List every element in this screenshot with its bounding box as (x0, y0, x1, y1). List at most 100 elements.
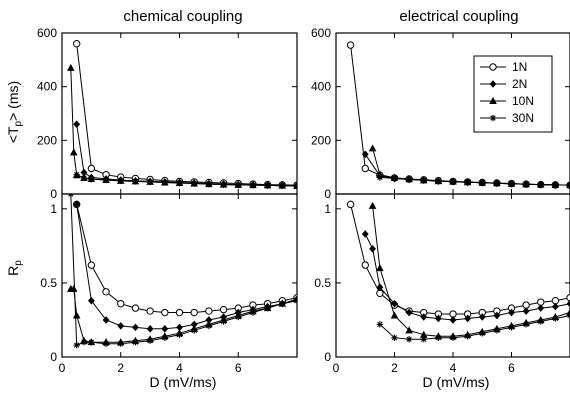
data-point-2n (420, 313, 428, 321)
data-point-1n (87, 164, 96, 173)
legend-marker-30n (489, 114, 497, 122)
legend-marker-2n (489, 80, 497, 88)
data-point-1n (72, 40, 81, 48)
data-point-2n (146, 325, 154, 333)
data-point-2n (132, 323, 139, 332)
data-point-30n (435, 177, 442, 185)
data-point-30n (391, 334, 398, 341)
data-point-30n (80, 174, 88, 182)
data-point-30n (493, 327, 501, 334)
x-tick-label: 0 (333, 361, 340, 375)
data-point-30n (88, 338, 95, 346)
series-line-1n (76, 204, 297, 313)
y-tick-label: 0 (50, 187, 57, 201)
data-point-30n (176, 179, 183, 187)
data-point-30n (293, 297, 297, 304)
data-point-30n (435, 334, 442, 341)
legend-marker-1n (489, 63, 497, 71)
data-point-2n (205, 316, 213, 324)
legend: 1N 2N 10N 30N (473, 55, 553, 133)
data-point-10n (69, 284, 78, 292)
data-point-1n (131, 304, 140, 312)
data-point-1n (175, 308, 184, 317)
y-tick-label: 200 (311, 133, 331, 147)
data-point-30n (190, 327, 198, 334)
data-point-1n (161, 308, 169, 317)
data-point-30n (537, 181, 544, 188)
data-point-30n (205, 180, 213, 188)
data-point-10n (368, 201, 377, 209)
data-point-30n (220, 318, 227, 325)
series-line-2n (76, 124, 297, 187)
data-point-30n (102, 340, 110, 347)
x-tick-label: 4 (176, 361, 183, 375)
data-point-2n (369, 245, 376, 253)
data-point-2n (190, 320, 198, 329)
data-point-10n (376, 264, 384, 272)
series-line-10n (70, 288, 297, 343)
data-point-30n (88, 176, 95, 183)
panel-electrical-bottom: 0 0.5 1 0 2 4 6 (314, 193, 570, 375)
data-point-30n (176, 331, 183, 338)
series-line-2n (364, 233, 570, 321)
data-point-2n (493, 311, 501, 320)
y-tick-label: 400 (37, 80, 57, 94)
x-tick-label: 2 (391, 361, 398, 375)
data-point-30n (566, 181, 570, 189)
data-point-30n (146, 337, 154, 344)
data-point-30n (405, 336, 413, 343)
data-point-30n (161, 334, 169, 341)
data-point-1n (361, 164, 369, 173)
data-point-2n (478, 313, 486, 321)
data-point-30n (376, 321, 384, 328)
data-point-30n (376, 174, 384, 181)
data-point-1n (346, 200, 355, 209)
data-point-2n (102, 316, 110, 324)
data-point-30n (190, 180, 198, 187)
panel-chemical-bottom: 0 0.5 1 0 2 4 6 (40, 193, 298, 375)
legend-label-2n: 2N (512, 77, 527, 91)
data-point-30n (220, 181, 227, 188)
series-line-1n (350, 204, 570, 315)
data-point-30n (264, 182, 271, 189)
y-tick-label: 0 (324, 187, 331, 201)
data-point-2n (161, 325, 169, 333)
data-point-30n (117, 340, 124, 347)
data-point-30n (132, 338, 139, 346)
data-point-30n (420, 177, 427, 184)
legend-label-1n: 1N (512, 60, 527, 74)
data-point-30n (205, 322, 213, 330)
y-tick-label: 200 (37, 133, 57, 147)
data-point-30n (132, 178, 139, 185)
data-point-30n (405, 176, 413, 183)
data-point-30n (235, 181, 242, 189)
data-point-2n (508, 308, 515, 317)
data-point-30n (102, 176, 110, 184)
data-point-30n (522, 321, 530, 328)
panel-electrical-top: 0 200 400 600 1N 2N 10N 30N (311, 26, 570, 201)
plot-frame (61, 32, 298, 195)
panel-title-chemical: chemical coupling (123, 8, 242, 25)
series-line-30n (70, 194, 297, 346)
y-tick-label: 1 (50, 202, 57, 216)
data-point-30n (420, 336, 427, 343)
data-point-30n (249, 309, 257, 316)
x-axis-label-left: D (mV/ms) (150, 374, 217, 390)
data-point-30n (146, 178, 154, 186)
data-point-2n (176, 323, 183, 332)
data-point-2n (80, 168, 88, 177)
y-tick-label: 0 (324, 350, 331, 364)
series-line-10n (372, 148, 570, 186)
data-point-30n (279, 182, 286, 189)
data-point-2n (73, 200, 81, 209)
data-point-30n (293, 182, 297, 190)
y-label-top-subscript: p (13, 120, 24, 126)
x-axis-label-right: D (mV/ms) (423, 374, 490, 390)
data-point-2n (551, 302, 559, 311)
data-point-1n (146, 307, 154, 315)
x-tick-label: 6 (508, 361, 515, 375)
legend-box (473, 55, 553, 133)
data-point-1n (190, 308, 198, 317)
data-point-2n (117, 322, 125, 330)
